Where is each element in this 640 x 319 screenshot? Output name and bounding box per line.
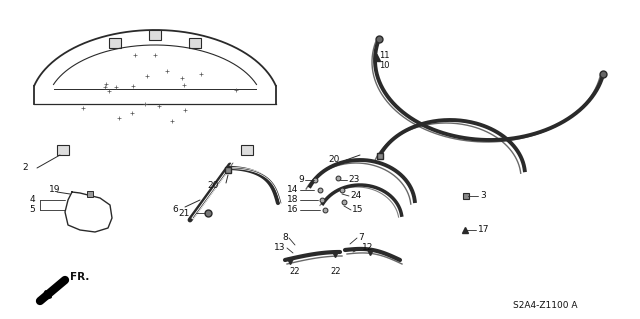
Text: 19: 19 xyxy=(49,186,60,195)
Bar xyxy=(57,145,69,155)
Text: 13: 13 xyxy=(273,243,285,253)
Bar xyxy=(189,38,201,48)
Text: 17: 17 xyxy=(478,226,490,234)
Text: 24: 24 xyxy=(350,191,361,201)
Text: 23: 23 xyxy=(348,175,360,184)
Bar xyxy=(149,30,161,40)
Text: 15: 15 xyxy=(352,205,364,214)
Text: 21: 21 xyxy=(179,209,190,218)
Text: 18: 18 xyxy=(287,196,298,204)
Text: 14: 14 xyxy=(287,186,298,195)
Text: FR.: FR. xyxy=(70,272,90,282)
Text: 12: 12 xyxy=(362,243,373,253)
Text: 20: 20 xyxy=(328,155,340,165)
Bar xyxy=(241,145,253,155)
Text: 2: 2 xyxy=(22,164,28,173)
Text: 9: 9 xyxy=(298,175,304,184)
Text: 5: 5 xyxy=(29,205,35,214)
Text: 10: 10 xyxy=(379,61,389,70)
Text: 3: 3 xyxy=(480,191,486,201)
Text: S2A4-Z1100 A: S2A4-Z1100 A xyxy=(513,300,577,309)
Bar xyxy=(109,38,121,48)
Text: 8: 8 xyxy=(282,234,288,242)
Text: 6: 6 xyxy=(172,204,178,213)
Text: 11: 11 xyxy=(379,51,389,60)
Text: 22: 22 xyxy=(290,268,300,277)
Text: 16: 16 xyxy=(287,205,298,214)
Text: 4: 4 xyxy=(29,196,35,204)
Text: 20: 20 xyxy=(207,181,219,189)
Text: 7: 7 xyxy=(358,234,364,242)
Text: 22: 22 xyxy=(331,268,341,277)
